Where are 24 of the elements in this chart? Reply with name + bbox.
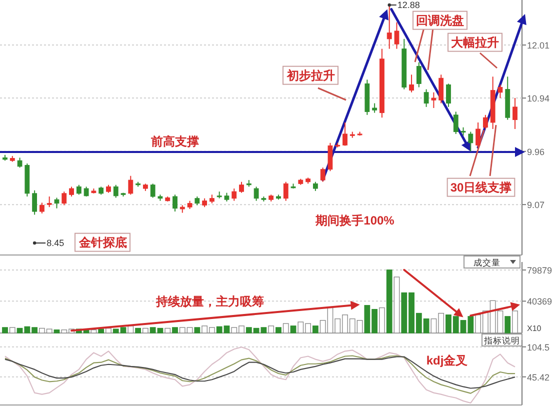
button: 指标说明	[482, 334, 522, 346]
annotation: 指标说明	[483, 336, 520, 346]
annotation: 12.88	[397, 0, 420, 10]
annotation: 成交量	[474, 258, 500, 268]
y-tick-label: 10.94	[527, 94, 550, 104]
dropdown: 成交量	[464, 256, 520, 268]
y-tick-label: 40369	[527, 296, 552, 307]
y-tick-label: 9.96	[527, 146, 545, 157]
annotation: 初步拉升	[286, 68, 335, 82]
y-tick-label: 12.01	[527, 40, 550, 51]
annotation: 持续放量，主力吸筹	[155, 294, 264, 308]
y-tick-label: 9.07	[527, 200, 545, 210]
annotation: 金针探底	[78, 235, 127, 250]
text: X10	[527, 324, 542, 333]
y-tick-label: 45.42	[527, 372, 550, 382]
y-tick-label: 104.5	[527, 342, 550, 352]
y-tick-label: 79879	[527, 265, 552, 276]
ref-line-label: 前高支撑	[150, 134, 199, 148]
annotation: 8.45	[46, 238, 64, 248]
annotation: 期间换手100%	[314, 213, 395, 228]
annotation: kdj金叉	[426, 353, 468, 368]
annotation: 30日线支撑	[450, 180, 512, 194]
annotation: 大幅拉升	[451, 35, 499, 50]
annotation: 回调洗盘	[416, 13, 464, 28]
